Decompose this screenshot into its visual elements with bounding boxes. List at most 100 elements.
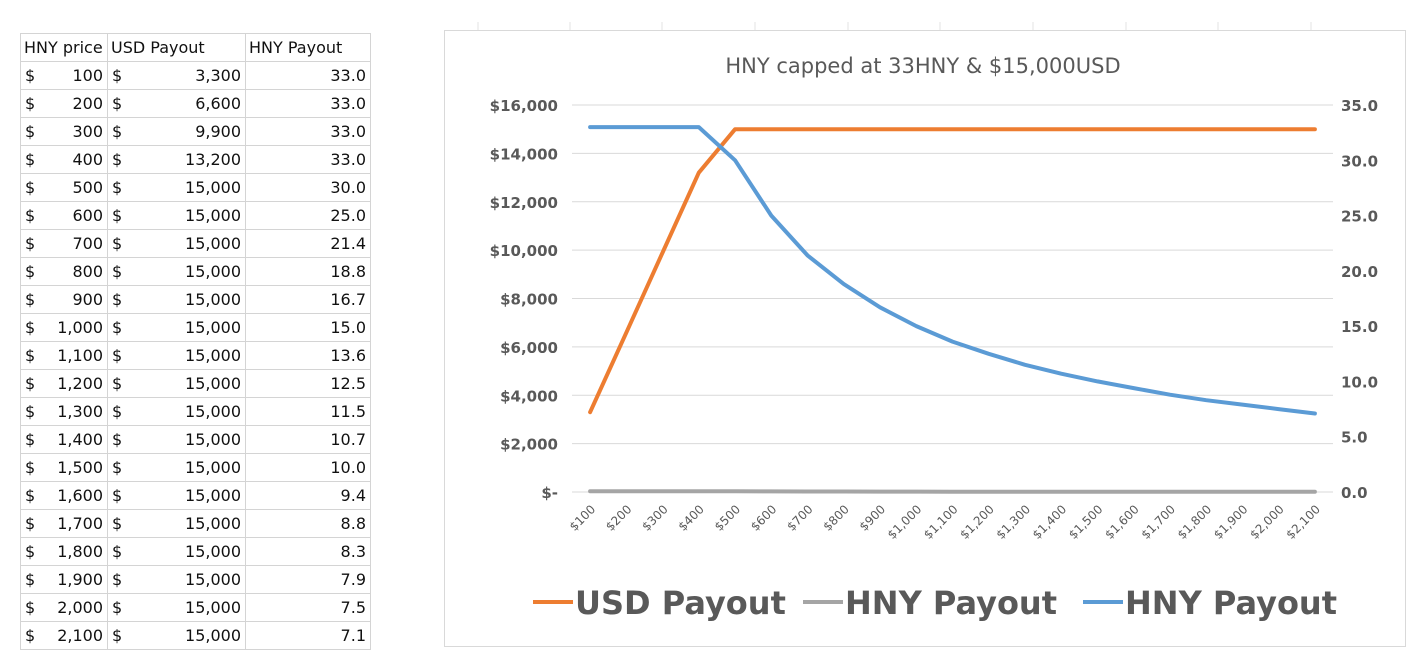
price-cell[interactable]: $600	[20, 201, 108, 230]
usd-cell[interactable]: $15,000	[107, 369, 246, 398]
table-row: $900 $15,000 16.7	[20, 285, 371, 314]
hny-cell[interactable]: 15.0	[245, 313, 371, 342]
hny-cell[interactable]: 7.5	[245, 593, 371, 622]
usd-cell[interactable]: $15,000	[107, 593, 246, 622]
usd-cell[interactable]: $9,900	[107, 117, 246, 146]
series-line-0[interactable]	[588, 127, 1317, 415]
price-cell[interactable]: $1,100	[20, 341, 108, 370]
usd-cell[interactable]: $15,000	[107, 621, 246, 650]
usd-cell[interactable]: $15,000	[107, 537, 246, 566]
price-cell[interactable]: $1,400	[20, 425, 108, 454]
price-cell[interactable]: $2,100	[20, 621, 108, 650]
table-row: $500 $15,000 30.0	[20, 173, 371, 202]
hny-cell[interactable]: 10.0	[245, 453, 371, 482]
header-hny-price[interactable]: HNY price	[20, 33, 108, 62]
price-cell[interactable]: $300	[20, 117, 108, 146]
usd-cell[interactable]: $15,000	[107, 425, 246, 454]
usd-cell[interactable]: $15,000	[107, 285, 246, 314]
hny-cell[interactable]: 10.7	[245, 425, 371, 454]
price-cell[interactable]: $500	[20, 173, 108, 202]
price-cell[interactable]: $900	[20, 285, 108, 314]
hny-cell[interactable]: 7.1	[245, 621, 371, 650]
x-tick-label: $500	[712, 502, 743, 533]
hny-cell[interactable]: 33.0	[245, 117, 371, 146]
price-cell[interactable]: $1,200	[20, 369, 108, 398]
usd-cell[interactable]: $15,000	[107, 509, 246, 538]
hny-cell[interactable]: 33.0	[245, 145, 371, 174]
hny-cell[interactable]: 13.6	[245, 341, 371, 370]
currency-symbol: $	[112, 178, 123, 197]
hny-cell[interactable]: 33.0	[245, 89, 371, 118]
usd-cell[interactable]: $15,000	[107, 397, 246, 426]
usd-cell[interactable]: $3,300	[107, 61, 246, 90]
currency-symbol: $	[25, 234, 36, 253]
legend-item-0[interactable]: USD Payout	[533, 584, 786, 622]
price-cell[interactable]: $1,900	[20, 565, 108, 594]
legend-item-2[interactable]: HNY Payout	[1083, 584, 1337, 622]
x-tick-label: $1,200	[957, 502, 997, 542]
currency-symbol: $	[112, 570, 123, 589]
price-cell[interactable]: $700	[20, 229, 108, 258]
currency-symbol: $	[112, 626, 123, 645]
x-tick-label: $1,400	[1030, 502, 1070, 542]
x-tick-label: $1,500	[1066, 502, 1106, 542]
hny-cell[interactable]: 8.3	[245, 537, 371, 566]
y-right-tick-label: 10.0	[1341, 373, 1378, 391]
y-right-tick-label: 30.0	[1341, 152, 1378, 170]
y-left-tick-label: $6,000	[500, 339, 558, 357]
hny-cell[interactable]: 33.0	[245, 61, 371, 90]
hny-cell[interactable]: 25.0	[245, 201, 371, 230]
usd-cell[interactable]: $15,000	[107, 201, 246, 230]
price-cell[interactable]: $1,500	[20, 453, 108, 482]
header-hny-payout[interactable]: HNY Payout	[245, 33, 371, 62]
usd-cell[interactable]: $15,000	[107, 229, 246, 258]
hny-cell[interactable]: 30.0	[245, 173, 371, 202]
x-tick-label: $400	[675, 502, 706, 533]
usd-value: 15,000	[185, 458, 241, 477]
x-tick-label: $1,600	[1102, 502, 1142, 542]
legend-item-1[interactable]: HNY Payout	[803, 584, 1057, 622]
price-cell[interactable]: $800	[20, 257, 108, 286]
currency-symbol: $	[25, 374, 36, 393]
hny-cell[interactable]: 16.7	[245, 285, 371, 314]
hny-cell[interactable]: 21.4	[245, 229, 371, 258]
price-cell[interactable]: $100	[20, 61, 108, 90]
hny-cell[interactable]: 8.8	[245, 509, 371, 538]
price-value: 1,300	[57, 402, 103, 421]
price-cell[interactable]: $200	[20, 89, 108, 118]
usd-cell[interactable]: $15,000	[107, 565, 246, 594]
price-value: 1,400	[57, 430, 103, 449]
currency-symbol: $	[112, 318, 123, 337]
hny-cell[interactable]: 9.4	[245, 481, 371, 510]
header-usd-payout[interactable]: USD Payout	[107, 33, 246, 62]
price-cell[interactable]: $1,600	[20, 481, 108, 510]
price-cell[interactable]: $1,700	[20, 509, 108, 538]
usd-cell[interactable]: $15,000	[107, 313, 246, 342]
usd-cell[interactable]: $15,000	[107, 453, 246, 482]
currency-symbol: $	[25, 290, 36, 309]
usd-value: 15,000	[185, 178, 241, 197]
usd-cell[interactable]: $15,000	[107, 481, 246, 510]
hny-cell[interactable]: 12.5	[245, 369, 371, 398]
usd-cell[interactable]: $6,600	[107, 89, 246, 118]
series-line-2[interactable]	[588, 125, 1317, 416]
usd-value: 13,200	[185, 150, 241, 169]
usd-cell[interactable]: $15,000	[107, 341, 246, 370]
usd-cell[interactable]: $13,200	[107, 145, 246, 174]
price-cell[interactable]: $400	[20, 145, 108, 174]
chart-area[interactable]: HNY capped at 33HNY & $15,000USD $- $2,00…	[444, 30, 1406, 647]
hny-cell[interactable]: 7.9	[245, 565, 371, 594]
price-cell[interactable]: $1,800	[20, 537, 108, 566]
usd-value: 15,000	[185, 486, 241, 505]
hny-cell[interactable]: 11.5	[245, 397, 371, 426]
series-line-1[interactable]	[588, 489, 1317, 494]
price-cell[interactable]: $2,000	[20, 593, 108, 622]
price-cell[interactable]: $1,000	[20, 313, 108, 342]
hny-cell[interactable]: 18.8	[245, 257, 371, 286]
x-tick-label: $200	[603, 502, 634, 533]
usd-cell[interactable]: $15,000	[107, 257, 246, 286]
usd-cell[interactable]: $15,000	[107, 173, 246, 202]
table-row: $1,500 $15,000 10.0	[20, 453, 371, 482]
price-cell[interactable]: $1,300	[20, 397, 108, 426]
price-value: 1,000	[57, 318, 103, 337]
